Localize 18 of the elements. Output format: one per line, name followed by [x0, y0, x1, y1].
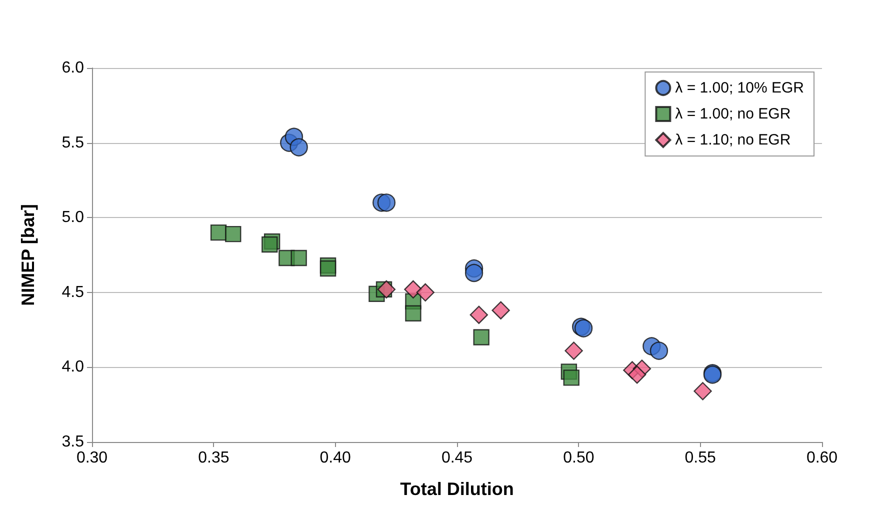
x-tick-label: 0.50 [563, 450, 594, 466]
x-tick-label: 0.30 [76, 450, 108, 466]
x-tick-label: 0.55 [684, 450, 716, 466]
x-tick-label: 0.35 [198, 450, 230, 466]
y-tick-label: 5.5 [62, 134, 84, 152]
y-tick-label: 6.0 [62, 60, 84, 76]
x-axis-title: Total Dilution [400, 479, 514, 499]
x-tick-label: 0.60 [806, 450, 838, 466]
legend-label: λ = 1.00; 10% EGR [675, 80, 804, 96]
y-tick-label: 4.0 [62, 358, 84, 376]
y-tick-label: 4.5 [62, 284, 84, 301]
legend-label: λ = 1.10; no EGR [675, 132, 791, 148]
y-axis-title: NIMEP [bar] [18, 204, 38, 306]
y-tick-label: 3.5 [62, 434, 84, 450]
x-tick-label: 0.40 [320, 450, 352, 466]
legend-label: λ = 1.00; no EGR [675, 106, 791, 122]
x-tick-label: 0.45 [441, 450, 473, 466]
y-tick-label: 5.0 [62, 209, 84, 226]
